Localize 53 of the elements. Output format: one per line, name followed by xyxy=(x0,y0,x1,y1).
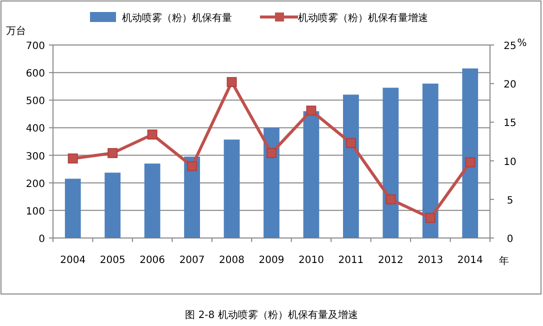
x-tick-label: 2010 xyxy=(298,255,324,266)
bar xyxy=(104,172,121,238)
y-tick-label: 300 xyxy=(26,151,45,162)
y2-tick-label: 15 xyxy=(504,118,516,130)
y2-tick-label: 0 xyxy=(506,234,514,245)
x-tick-label: 2007 xyxy=(179,255,205,266)
bar xyxy=(224,140,240,238)
y2-tick-label: 5 xyxy=(506,195,514,206)
bar xyxy=(303,111,320,238)
bar xyxy=(144,164,160,238)
y-tick-label: 0 xyxy=(38,234,45,245)
x-tick-label: 2014 xyxy=(457,255,483,266)
y-tick-label: 400 xyxy=(26,124,45,135)
y-axis-title: 万台 xyxy=(6,25,26,37)
point xyxy=(465,157,476,168)
x-tick-label: 2011 xyxy=(338,255,364,266)
x-tick-label: 2006 xyxy=(140,255,166,266)
caption: 图 2-8 机动喷雾（粉）机保有量及增速 xyxy=(185,309,358,321)
x-tick-label: 2005 xyxy=(100,255,126,266)
y-tick-label: 500 xyxy=(26,96,45,108)
bar xyxy=(264,128,280,238)
x-tick-label: 2008 xyxy=(219,255,244,266)
bar xyxy=(64,178,81,238)
point xyxy=(108,148,118,158)
x-tick-label: 2013 xyxy=(418,255,444,266)
y-tick-label: 600 xyxy=(26,68,45,80)
point xyxy=(266,148,276,158)
x-axis-title: 年 xyxy=(499,255,509,267)
point xyxy=(226,77,237,88)
y-tick-label: 200 xyxy=(26,178,45,190)
point xyxy=(147,130,158,140)
point xyxy=(386,194,396,204)
bar xyxy=(343,94,359,238)
y-tick-label: 100 xyxy=(26,206,45,218)
legend-label: 机动喷雾（粉）机保有量 xyxy=(122,12,232,24)
y2-tick-label: 25 xyxy=(504,41,516,52)
legend-label: 机动喷雾（粉）机保有量增速 xyxy=(298,12,428,24)
point xyxy=(425,212,436,223)
point xyxy=(68,153,78,164)
x-tick-label: 2009 xyxy=(258,255,284,266)
point xyxy=(306,106,316,116)
x-tick-label: 2004 xyxy=(60,255,86,266)
y-tick-label: 700 xyxy=(26,41,45,52)
bar xyxy=(184,156,200,238)
bar xyxy=(462,68,478,238)
y2-tick-label: 10 xyxy=(504,156,516,168)
bar xyxy=(422,84,438,238)
point xyxy=(346,138,356,148)
point xyxy=(187,161,198,172)
y2-axis-title: % xyxy=(517,38,527,49)
bar xyxy=(382,88,399,238)
x-tick-label: 2012 xyxy=(378,255,404,266)
y2-tick-label: 20 xyxy=(504,80,516,91)
